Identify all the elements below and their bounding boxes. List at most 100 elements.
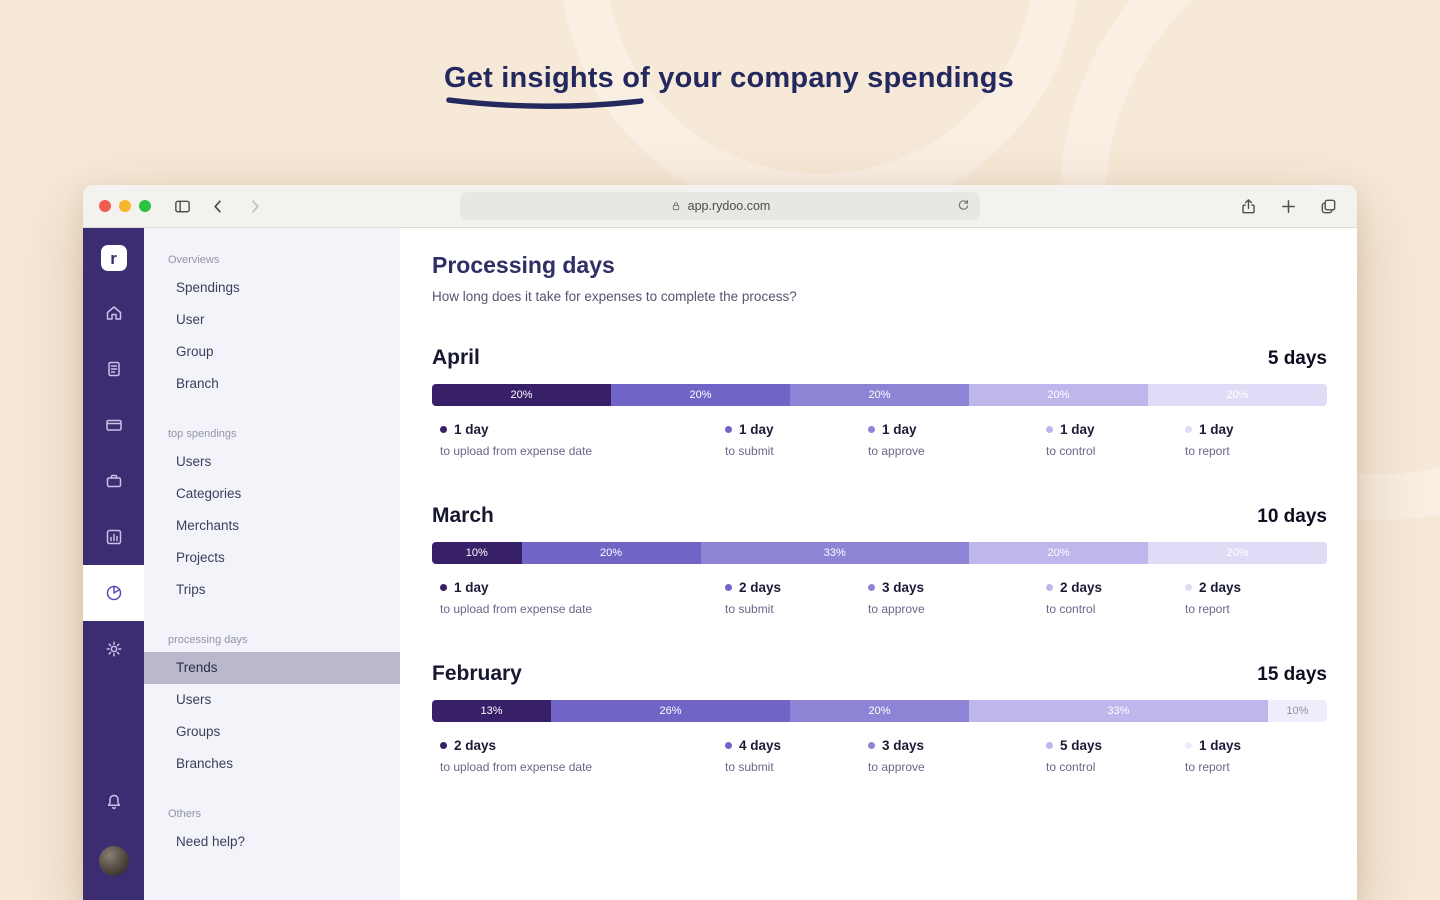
legend-value: 1 day bbox=[1060, 422, 1095, 437]
sidebar-section-label: processing days bbox=[168, 634, 248, 646]
legend-stage: to report bbox=[1185, 444, 1230, 458]
receipts-icon[interactable] bbox=[83, 341, 144, 397]
legend-value: 5 days bbox=[1060, 738, 1103, 753]
sidebar-item-users[interactable]: Users bbox=[176, 692, 212, 707]
legend-stage: to control bbox=[1046, 444, 1096, 458]
month-stacked-bar: 20% 20% 20% 20% 20% bbox=[432, 384, 1327, 406]
insights-icon[interactable] bbox=[83, 565, 144, 621]
sidebar-item-user[interactable]: User bbox=[176, 312, 205, 327]
sidebar-section-label: Overviews bbox=[168, 254, 220, 266]
legend-dot bbox=[1046, 426, 1053, 433]
sidebar-item-projects[interactable]: Projects bbox=[176, 550, 225, 565]
refresh-icon[interactable] bbox=[956, 198, 972, 214]
legend-item: 1 day to upload from expense date bbox=[440, 422, 725, 458]
legend-stage: to submit bbox=[725, 444, 774, 458]
trips-icon[interactable] bbox=[83, 453, 144, 509]
bar-segment: 20% bbox=[432, 384, 611, 406]
forward-icon[interactable] bbox=[241, 193, 267, 219]
legend-dot bbox=[1046, 584, 1053, 591]
legend-stage: to approve bbox=[868, 760, 925, 774]
legend-stage: to control bbox=[1046, 602, 1096, 616]
legend-dot bbox=[1046, 742, 1053, 749]
month-total-days: 5 days bbox=[1267, 348, 1327, 369]
bar-segment: 20% bbox=[789, 700, 969, 722]
sidebar-item-trips[interactable]: Trips bbox=[176, 582, 206, 597]
month-legend: 1 day to upload from expense date 2 days to… bbox=[432, 580, 1327, 616]
sidebar-item-users[interactable]: Users bbox=[176, 454, 212, 469]
new-tab-icon[interactable] bbox=[1275, 193, 1301, 219]
legend-item: 1 day to submit bbox=[725, 422, 868, 458]
legend-stage: to approve bbox=[868, 602, 925, 616]
legend-dot bbox=[725, 584, 732, 591]
legend-item: 3 days to approve bbox=[868, 580, 1046, 616]
sidebar-item-merchants[interactable]: Merchants bbox=[176, 518, 240, 533]
user-avatar[interactable] bbox=[98, 846, 129, 876]
heading-underline-swoosh bbox=[446, 97, 644, 109]
month-total-days: 10 days bbox=[1257, 506, 1327, 527]
month-legend: 1 day to upload from expense date 1 day to … bbox=[432, 422, 1327, 458]
sidebar-item-spendings[interactable]: Spendings bbox=[176, 280, 240, 295]
share-icon[interactable] bbox=[1235, 193, 1261, 219]
legend-stage: to upload from expense date bbox=[440, 602, 593, 616]
month-section: March 10 days 10% 20% 33% 20% 20% 1 day to up… bbox=[432, 504, 1327, 616]
legend-value: 1 day bbox=[454, 580, 489, 595]
bar-segment: 20% bbox=[1148, 542, 1327, 564]
month-title: March bbox=[432, 504, 494, 527]
legend-dot bbox=[725, 742, 732, 749]
legend-value: 2 days bbox=[739, 580, 782, 595]
month-title: April bbox=[432, 346, 480, 369]
legend-dot bbox=[1185, 584, 1192, 591]
bar-segment: 20% bbox=[969, 542, 1148, 564]
page-heading: Get insights of your company spendings bbox=[444, 62, 1014, 109]
legend-value: 2 days bbox=[1060, 580, 1103, 595]
back-icon[interactable] bbox=[205, 193, 231, 219]
sidebar-toggle-icon[interactable] bbox=[169, 193, 195, 219]
sidebar-item-group[interactable]: Group bbox=[176, 344, 214, 359]
rydoo-logo[interactable]: r bbox=[100, 245, 127, 271]
reports-icon[interactable] bbox=[83, 509, 144, 565]
month-total-days: 15 days bbox=[1257, 664, 1327, 685]
sidebar-item-branches[interactable]: Branches bbox=[176, 756, 234, 771]
sidebar-item-trends[interactable]: Trends bbox=[144, 652, 400, 684]
traffic-lights bbox=[99, 200, 151, 212]
legend-stage: to report bbox=[1185, 760, 1230, 774]
sidebar-item-branch[interactable]: Branch bbox=[176, 376, 219, 391]
icon-rail: r bbox=[83, 228, 144, 900]
legend-item: 2 days to submit bbox=[725, 580, 868, 616]
legend-dot bbox=[1185, 742, 1192, 749]
browser-toolbar: app.rydoo.com bbox=[83, 185, 1357, 228]
url-bar[interactable]: app.rydoo.com bbox=[460, 192, 980, 220]
legend-dot bbox=[868, 742, 875, 749]
legend-dot bbox=[868, 584, 875, 591]
page-subtitle: How long does it take for expenses to co… bbox=[432, 289, 797, 304]
minimize-window-button[interactable] bbox=[119, 200, 131, 212]
sidebar-item-need-help[interactable]: Need help? bbox=[176, 834, 246, 849]
notifications-icon[interactable] bbox=[83, 774, 144, 830]
sidebar-item-groups[interactable]: Groups bbox=[176, 724, 221, 739]
bar-segment: 10% bbox=[432, 542, 522, 564]
rail-bottom-icons bbox=[83, 774, 144, 830]
sidebar-item-categories[interactable]: Categories bbox=[176, 486, 242, 501]
close-window-button[interactable] bbox=[99, 200, 111, 212]
zoom-window-button[interactable] bbox=[139, 200, 151, 212]
bar-segment: 10% bbox=[1267, 700, 1327, 722]
legend-value: 1 day bbox=[882, 422, 917, 437]
legend-stage: to control bbox=[1046, 760, 1096, 774]
lock-icon bbox=[672, 202, 679, 211]
legend-item: 1 days to report bbox=[1185, 738, 1327, 774]
legend-item: 2 days to upload from expense date bbox=[440, 738, 725, 774]
hero: Get insights of your company spendings bbox=[0, 62, 1440, 109]
bar-segment: 20% bbox=[790, 384, 969, 406]
bar-segment: 20% bbox=[969, 384, 1148, 406]
settings-icon[interactable] bbox=[83, 621, 144, 677]
tab-overview-icon[interactable] bbox=[1315, 193, 1341, 219]
legend-item: 4 days to submit bbox=[725, 738, 868, 774]
sidebar-section-label: top spendings bbox=[168, 428, 237, 440]
legend-item: 5 days to control bbox=[1046, 738, 1185, 774]
bar-segment: 33% bbox=[700, 542, 969, 564]
home-icon[interactable] bbox=[83, 285, 144, 341]
url-text: app.rydoo.com bbox=[687, 199, 771, 213]
card-icon[interactable] bbox=[83, 397, 144, 453]
legend-stage: to approve bbox=[868, 444, 925, 458]
legend-item: 3 days to approve bbox=[868, 738, 1046, 774]
